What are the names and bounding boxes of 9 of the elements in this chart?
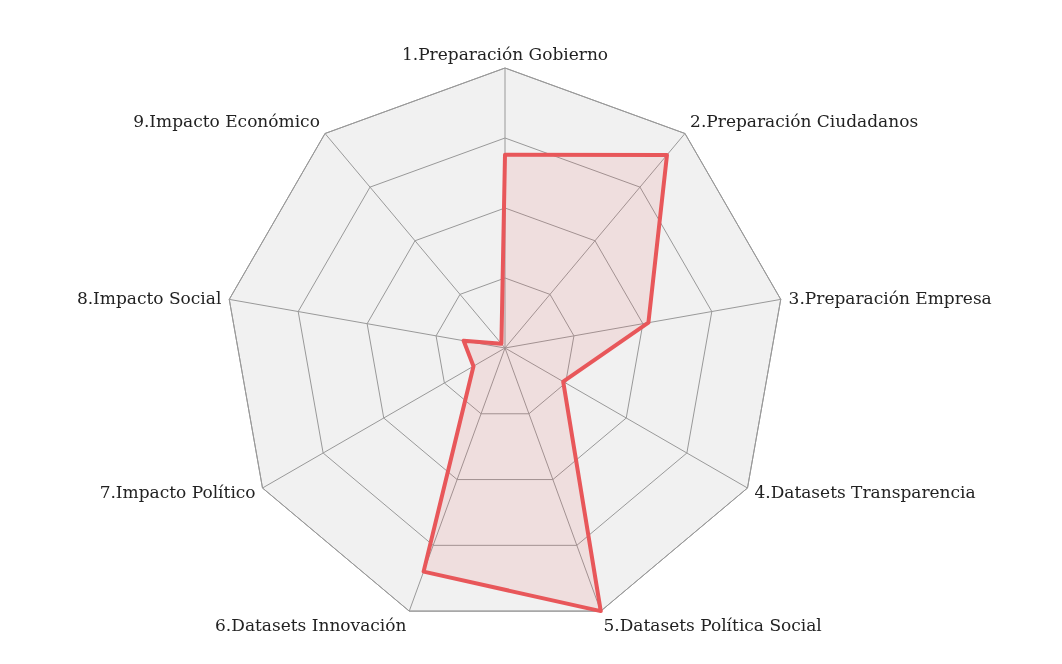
spoke-label: 2.Preparación Ciudadanos	[690, 111, 919, 132]
spoke-label: 8.Impacto Social	[76, 288, 222, 309]
spoke-label: 7.Impacto Político	[99, 482, 256, 503]
spoke-label: 6.Datasets Innovación	[215, 614, 407, 635]
spoke-label: 1.Preparación Gobierno	[401, 44, 609, 64]
spoke-label: 3.Preparación Empresa	[788, 288, 992, 309]
spoke-label: 9.Impacto Económico	[133, 111, 320, 132]
spoke-label: 5.Datasets Política Social	[603, 614, 822, 635]
spoke-label: 4.Datasets Transparencia	[754, 482, 976, 503]
